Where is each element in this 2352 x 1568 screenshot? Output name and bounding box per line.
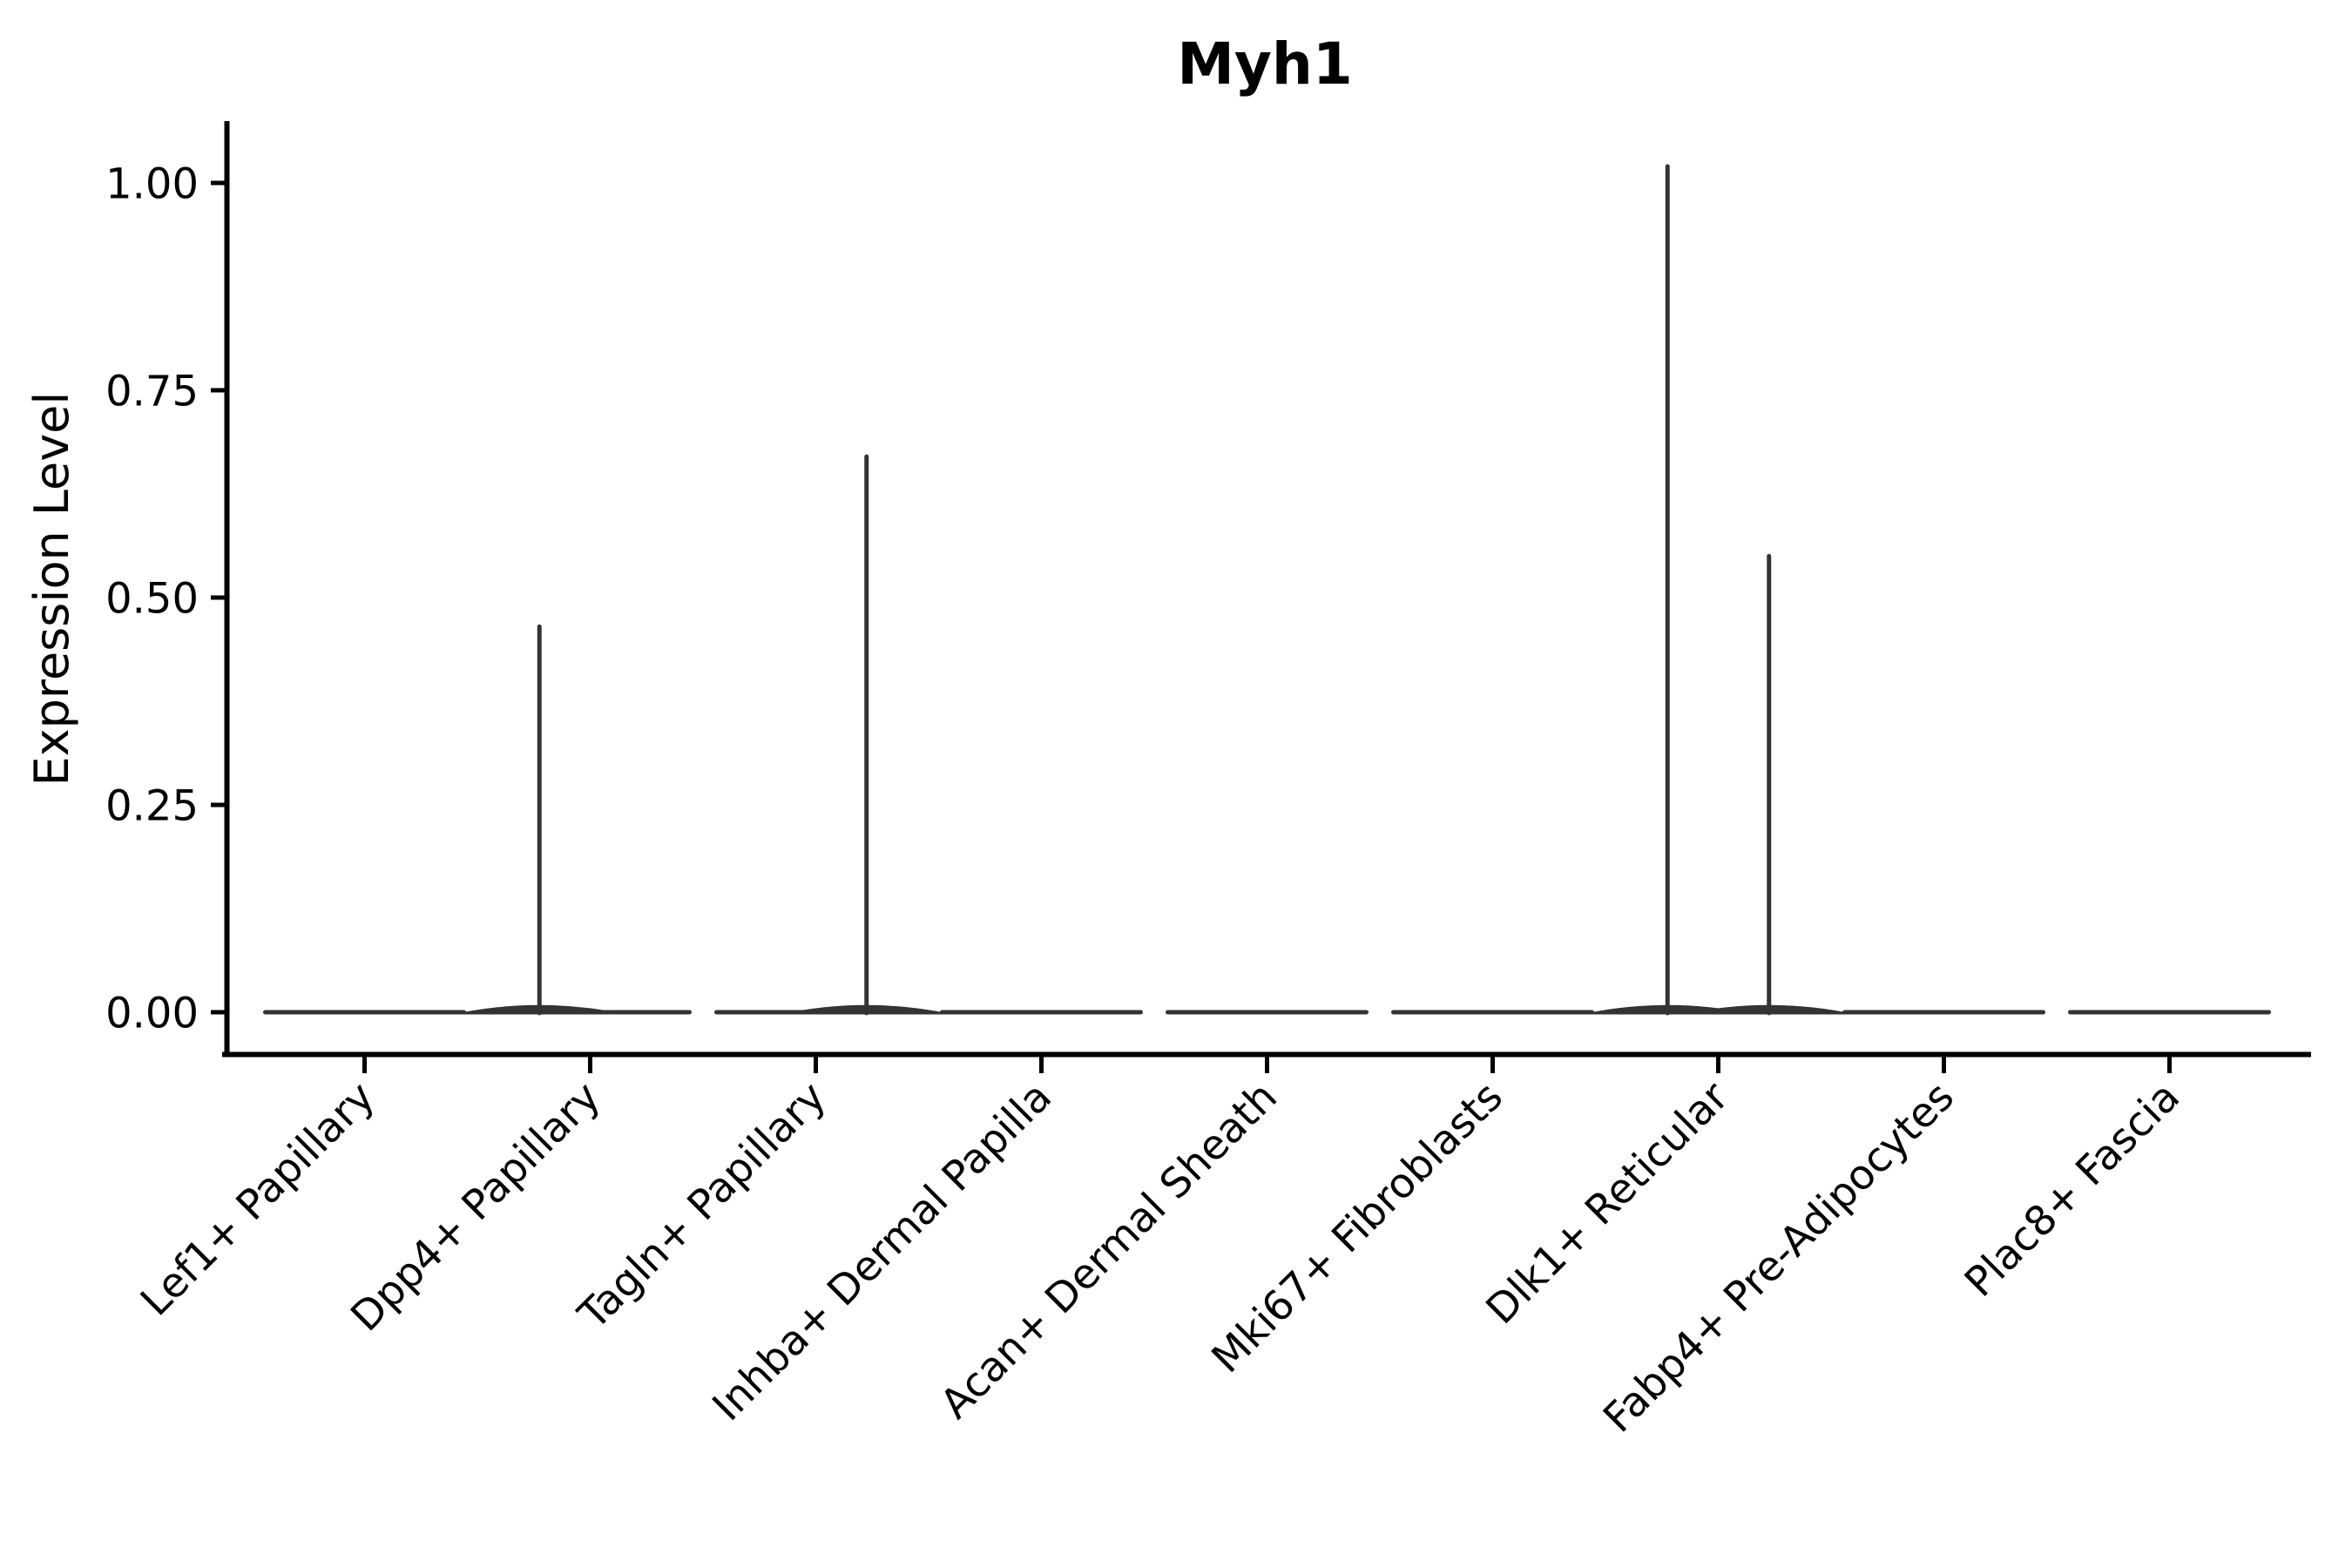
category-label: Lef1+ Papillary	[132, 1073, 384, 1326]
y-axis-tick-label: 0.50	[105, 574, 199, 623]
y-axis-ticks: 0.00 0.25 0.50 0.75 1.00	[105, 159, 225, 1037]
category-label: Dlk1+ Reticular	[1477, 1072, 1739, 1334]
y-axis-title: Expression Level	[24, 392, 79, 787]
y-axis-tick-label: 1.00	[105, 159, 199, 208]
plot-title: Myh1	[1177, 30, 1353, 98]
category-label: Plac8+ Fascia	[1956, 1073, 2189, 1307]
category-label: Tagln+ Papillary	[569, 1073, 835, 1340]
category-label: Dpp4+ Papillary	[341, 1073, 610, 1342]
y-axis-tick-label: 0.00	[105, 989, 199, 1037]
violins	[263, 164, 2271, 1016]
y-axis-tick-label: 0.25	[105, 781, 199, 830]
y-axis-tick-label: 0.75	[105, 367, 199, 416]
